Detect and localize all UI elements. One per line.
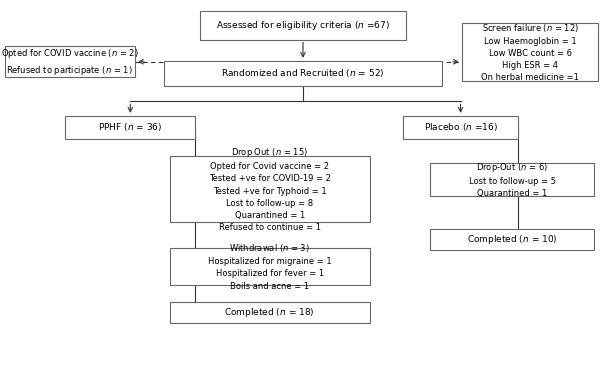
FancyBboxPatch shape [65, 116, 195, 139]
FancyBboxPatch shape [403, 116, 518, 139]
Text: Completed ($n$ = 10): Completed ($n$ = 10) [467, 233, 558, 246]
Text: Opted for COVID vaccine ($n$ = 2)
Refused to participate ($n$ = 1): Opted for COVID vaccine ($n$ = 2) Refuse… [1, 47, 139, 77]
FancyBboxPatch shape [200, 10, 406, 39]
FancyBboxPatch shape [170, 302, 370, 323]
FancyBboxPatch shape [5, 46, 135, 77]
FancyBboxPatch shape [430, 163, 594, 196]
Text: PPHF ($n$ = 36): PPHF ($n$ = 36) [98, 121, 162, 134]
Text: Drop Out ($n$ = 15)
Opted for Covid vaccine = 2
Tested +ve for COVID-19 = 2
Test: Drop Out ($n$ = 15) Opted for Covid vacc… [208, 146, 331, 232]
FancyBboxPatch shape [430, 229, 594, 250]
FancyBboxPatch shape [164, 61, 442, 86]
Text: Withdrawal ($n$ = 3)
Hospitalized for migraine = 1
Hospitalized for fever = 1
Bo: Withdrawal ($n$ = 3) Hospitalized for mi… [208, 242, 331, 291]
Text: Screen failure ($n$ = 12)
Low Haemoglobin = 1
Low WBC count = 6
High ESR = 4
On : Screen failure ($n$ = 12) Low Haemoglobi… [481, 22, 579, 82]
Text: Drop-Out ($n$ = 6)
Lost to follow-up = 5
Quarantined = 1: Drop-Out ($n$ = 6) Lost to follow-up = 5… [468, 161, 556, 198]
FancyBboxPatch shape [170, 156, 370, 222]
Text: Randomized and Recruited ($n$ = 52): Randomized and Recruited ($n$ = 52) [221, 67, 385, 80]
Text: Assessed for eligibility criteria ($n$ =67): Assessed for eligibility criteria ($n$ =… [216, 19, 390, 32]
Text: Placebo ($n$ =16): Placebo ($n$ =16) [424, 121, 498, 134]
FancyBboxPatch shape [462, 23, 598, 81]
Text: Completed ($n$ = 18): Completed ($n$ = 18) [224, 306, 315, 319]
FancyBboxPatch shape [170, 248, 370, 285]
